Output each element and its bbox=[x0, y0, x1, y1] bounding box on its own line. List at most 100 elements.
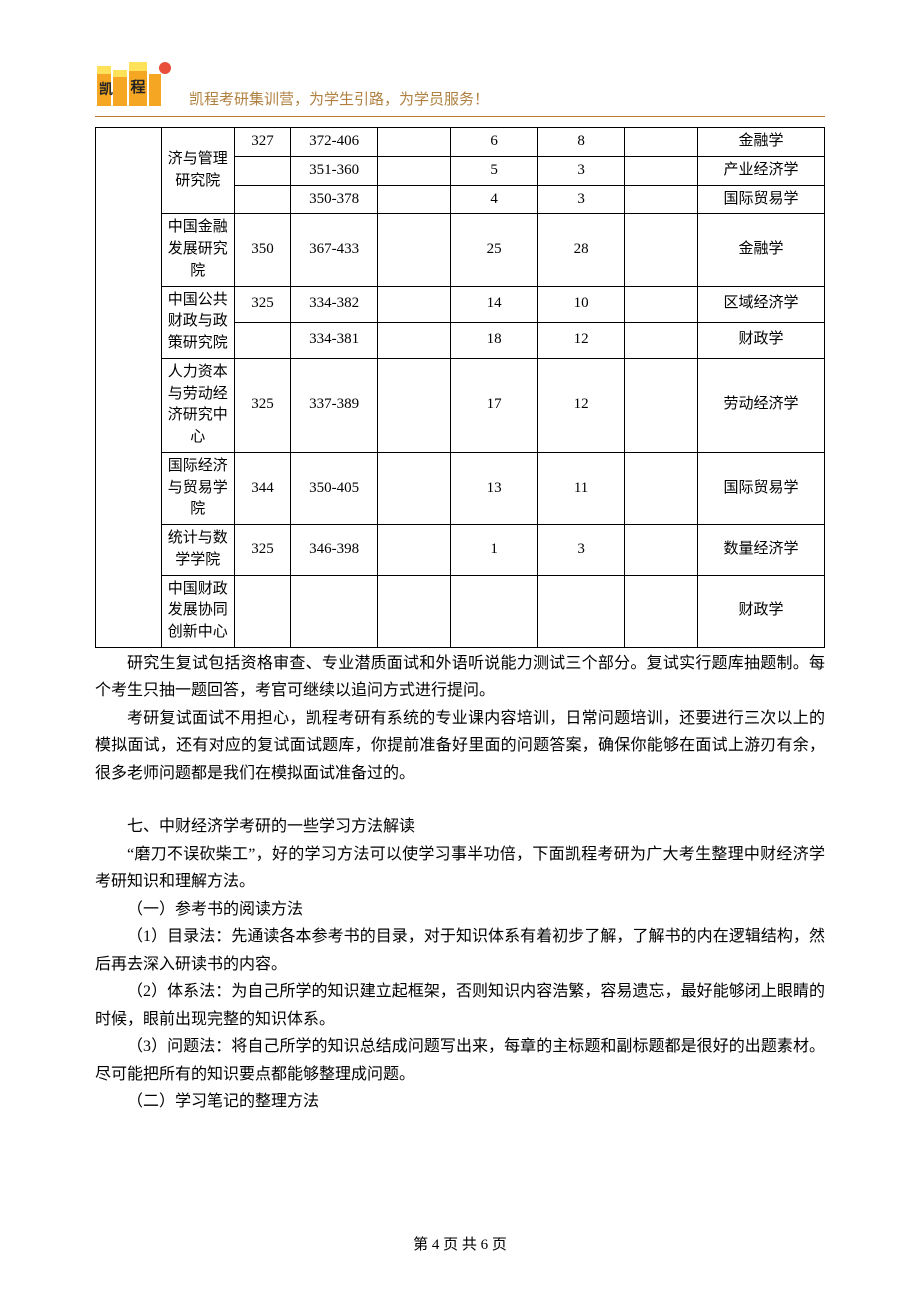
table-cell: 3 bbox=[538, 156, 625, 185]
table-cell bbox=[378, 185, 451, 214]
header-slogan: 凯程考研集训营，为学生引路，为学员服务！ bbox=[189, 88, 489, 112]
table-cell: 350-378 bbox=[291, 185, 378, 214]
brand-logo: 凯 程 bbox=[95, 60, 173, 112]
table-cell: 财政学 bbox=[697, 575, 824, 647]
table-cell: 3 bbox=[538, 185, 625, 214]
table-cell-institute: 国际经济与贸易学院 bbox=[161, 452, 234, 524]
table-cell bbox=[378, 358, 451, 452]
table-cell bbox=[625, 128, 698, 157]
paragraph: （1）目录法：先通读各本参考书的目录，对于知识体系有着初步了解，了解书的内在逻辑… bbox=[95, 923, 825, 978]
table-cell: 区域经济学 bbox=[697, 286, 824, 322]
table-cell bbox=[234, 575, 290, 647]
table-cell bbox=[234, 322, 290, 358]
table-cell: 25 bbox=[451, 214, 538, 286]
paragraph: 考研复试面试不用担心，凯程考研有系统的专业课内容培训，日常问题培训，还要进行三次… bbox=[95, 705, 825, 788]
table-cell: 11 bbox=[538, 452, 625, 524]
table-cell: 325 bbox=[234, 358, 290, 452]
table-cell: 13 bbox=[451, 452, 538, 524]
table-cell: 350-405 bbox=[291, 452, 378, 524]
table-cell bbox=[378, 286, 451, 322]
table-cell-institute: 人力资本与劳动经济研究中心 bbox=[161, 358, 234, 452]
table-cell: 14 bbox=[451, 286, 538, 322]
table-cell: 17 bbox=[451, 358, 538, 452]
page-footer: 第 4 页 共 6 页 bbox=[0, 1233, 920, 1254]
table-row: 国际经济与贸易学院344350-405 1311 国际贸易学 bbox=[96, 452, 825, 524]
table-cell: 18 bbox=[451, 322, 538, 358]
table-cell: 327 bbox=[234, 128, 290, 157]
table-row: 人力资本与劳动经济研究中心325337-389 1712 劳动经济学 bbox=[96, 358, 825, 452]
svg-text:凯: 凯 bbox=[99, 81, 113, 98]
table-cell bbox=[378, 156, 451, 185]
table-cell-institute: 统计与数学学院 bbox=[161, 525, 234, 576]
table-cell: 金融学 bbox=[697, 214, 824, 286]
table-row: 中国财政发展协同创新中心 财政学 bbox=[96, 575, 825, 647]
table-cell bbox=[625, 185, 698, 214]
paragraph: 研究生复试包括资格审查、专业潜质面试和外语听说能力测试三个部分。复试实行题库抽题… bbox=[95, 650, 825, 705]
table-cell: 346-398 bbox=[291, 525, 378, 576]
paragraph: （2）体系法：为自己所学的知识建立起框架，否则知识内容浩繁，容易遗忘，最好能够闭… bbox=[95, 978, 825, 1033]
page-header: 凯 程 凯程考研集训营，为学生引路，为学员服务！ bbox=[95, 60, 825, 117]
table-cell bbox=[625, 214, 698, 286]
table-cell: 3 bbox=[538, 525, 625, 576]
table-cell-institute: 中国公共财政与政策研究院 bbox=[161, 286, 234, 358]
table-cell-institute: 中国财政发展协同创新中心 bbox=[161, 575, 234, 647]
table-cell: 12 bbox=[538, 322, 625, 358]
table-cell: 367-433 bbox=[291, 214, 378, 286]
table-cell bbox=[451, 575, 538, 647]
table-cell: 产业经济学 bbox=[697, 156, 824, 185]
paragraph: “磨刀不误砍柴工”，好的学习方法可以使学习事半功倍，下面凯程考研为广大考生整理中… bbox=[95, 841, 825, 896]
table-cell: 325 bbox=[234, 525, 290, 576]
table-cell-institute: 中国金融发展研究院 bbox=[161, 214, 234, 286]
paragraph: （一）参考书的阅读方法 bbox=[95, 896, 825, 924]
table-cell-group bbox=[96, 128, 162, 648]
score-table: 济与管理研究院327372-40668金融学351-36053产业经济学350-… bbox=[95, 127, 825, 648]
table-cell bbox=[378, 525, 451, 576]
table-cell: 金融学 bbox=[697, 128, 824, 157]
table-cell bbox=[291, 575, 378, 647]
table-cell: 国际贸易学 bbox=[697, 452, 824, 524]
table-cell: 8 bbox=[538, 128, 625, 157]
table-cell bbox=[625, 286, 698, 322]
table-cell bbox=[625, 525, 698, 576]
table-row: 济与管理研究院327372-40668金融学 bbox=[96, 128, 825, 157]
table-cell: 334-381 bbox=[291, 322, 378, 358]
table-cell: 6 bbox=[451, 128, 538, 157]
table-cell bbox=[378, 128, 451, 157]
table-row: 中国公共财政与政策研究院325334-3821410区域经济学 bbox=[96, 286, 825, 322]
table-cell bbox=[625, 322, 698, 358]
table-cell bbox=[625, 156, 698, 185]
table-cell bbox=[234, 185, 290, 214]
table-cell: 数量经济学 bbox=[697, 525, 824, 576]
table-cell bbox=[378, 575, 451, 647]
table-cell: 350 bbox=[234, 214, 290, 286]
table-cell: 337-389 bbox=[291, 358, 378, 452]
table-cell bbox=[538, 575, 625, 647]
table-cell: 财政学 bbox=[697, 322, 824, 358]
paragraph: （3）问题法：将自己所学的知识总结成问题写出来，每章的主标题和副标题都是很好的出… bbox=[95, 1033, 825, 1088]
table-cell: 10 bbox=[538, 286, 625, 322]
table-cell bbox=[625, 452, 698, 524]
table-cell: 12 bbox=[538, 358, 625, 452]
table-cell bbox=[378, 322, 451, 358]
table-cell: 372-406 bbox=[291, 128, 378, 157]
table-cell: 325 bbox=[234, 286, 290, 322]
table-cell: 334-382 bbox=[291, 286, 378, 322]
table-cell: 351-360 bbox=[291, 156, 378, 185]
table-cell: 劳动经济学 bbox=[697, 358, 824, 452]
body-text: 研究生复试包括资格审查、专业潜质面试和外语听说能力测试三个部分。复试实行题库抽题… bbox=[95, 650, 825, 1116]
table-cell bbox=[625, 575, 698, 647]
table-cell-institute: 济与管理研究院 bbox=[161, 128, 234, 214]
table-cell bbox=[625, 358, 698, 452]
table-cell: 344 bbox=[234, 452, 290, 524]
table-cell: 国际贸易学 bbox=[697, 185, 824, 214]
table-cell: 28 bbox=[538, 214, 625, 286]
table-cell bbox=[234, 156, 290, 185]
svg-text:程: 程 bbox=[130, 79, 145, 96]
table-row: 统计与数学学院325346-398 13 数量经济学 bbox=[96, 525, 825, 576]
table-cell: 4 bbox=[451, 185, 538, 214]
table-cell: 1 bbox=[451, 525, 538, 576]
paragraph: 七、中财经济学考研的一些学习方法解读 bbox=[95, 813, 825, 841]
table-row: 中国金融发展研究院350367-433 2528 金融学 bbox=[96, 214, 825, 286]
table-cell bbox=[378, 452, 451, 524]
table-cell: 5 bbox=[451, 156, 538, 185]
